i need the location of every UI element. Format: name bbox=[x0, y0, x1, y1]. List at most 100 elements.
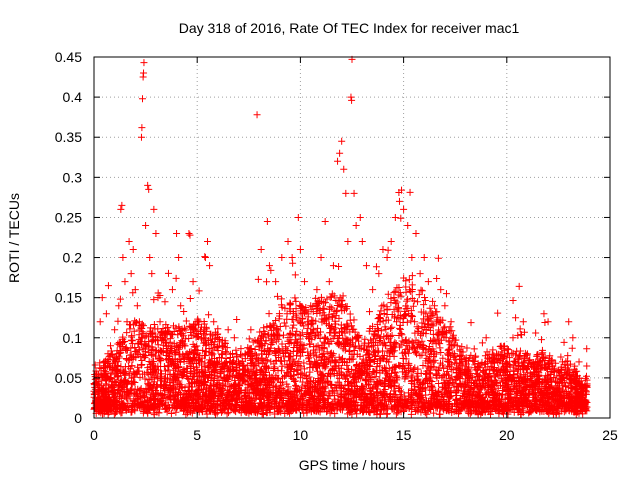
scatter-point bbox=[405, 359, 413, 367]
scatter-point bbox=[293, 313, 301, 321]
scatter-point bbox=[348, 365, 356, 373]
scatter-point bbox=[558, 379, 566, 387]
scatter-point bbox=[326, 303, 334, 311]
scatter-point bbox=[305, 335, 313, 343]
scatter-point bbox=[278, 362, 286, 370]
scatter-point bbox=[444, 350, 452, 358]
scatter-point bbox=[211, 405, 219, 413]
scatter-point bbox=[277, 381, 285, 389]
scatter-point bbox=[171, 349, 179, 357]
scatter-point bbox=[273, 325, 281, 333]
scatter-point bbox=[174, 331, 182, 339]
scatter-point bbox=[245, 406, 253, 414]
scatter-point bbox=[525, 408, 533, 416]
scatter-point bbox=[313, 329, 321, 337]
scatter-point bbox=[513, 347, 521, 355]
scatter-point bbox=[205, 363, 213, 371]
scatter-point bbox=[117, 363, 125, 371]
scatter-point bbox=[478, 339, 486, 347]
scatter-point bbox=[97, 370, 105, 378]
scatter-point bbox=[317, 293, 325, 301]
scatter-point bbox=[440, 364, 448, 372]
scatter-point bbox=[332, 308, 340, 316]
scatter-point bbox=[290, 358, 298, 366]
scatter-point bbox=[299, 378, 307, 386]
scatter-point bbox=[263, 356, 271, 364]
scatter-point bbox=[282, 389, 290, 397]
scatter-point bbox=[372, 388, 380, 396]
scatter-point bbox=[433, 370, 441, 378]
scatter-point bbox=[269, 330, 277, 338]
scatter-point bbox=[192, 379, 200, 387]
scatter-point bbox=[404, 295, 412, 303]
scatter-point bbox=[211, 344, 219, 352]
scatter-point bbox=[544, 375, 552, 383]
scatter-point bbox=[543, 364, 551, 372]
scatter-point bbox=[330, 332, 338, 340]
scatter-point bbox=[434, 399, 442, 407]
scatter-point bbox=[532, 329, 540, 337]
scatter-point bbox=[187, 365, 195, 373]
scatter-point bbox=[290, 372, 298, 380]
scatter-point bbox=[387, 299, 395, 307]
scatter-point bbox=[321, 388, 329, 396]
scatter-point bbox=[267, 266, 275, 274]
scatter-point bbox=[119, 368, 127, 376]
scatter-point bbox=[362, 346, 370, 354]
scatter-point bbox=[335, 374, 343, 382]
scatter-point bbox=[250, 362, 258, 370]
scatter-point bbox=[506, 354, 514, 362]
scatter-point bbox=[178, 372, 186, 380]
scatter-point bbox=[170, 327, 178, 335]
scatter-point bbox=[217, 367, 225, 375]
scatter-point bbox=[371, 393, 379, 401]
scatter-point bbox=[306, 368, 314, 376]
scatter-point bbox=[145, 376, 153, 384]
scatter-point bbox=[346, 408, 354, 416]
scatter-point bbox=[449, 402, 457, 410]
scatter-point bbox=[442, 389, 450, 397]
scatter-point bbox=[273, 292, 281, 300]
scatter-point bbox=[331, 317, 339, 325]
scatter-point bbox=[312, 360, 320, 368]
scatter-point bbox=[325, 321, 333, 329]
scatter-point bbox=[421, 406, 429, 414]
scatter-point bbox=[138, 356, 146, 364]
scatter-point bbox=[201, 338, 209, 346]
scatter-point bbox=[292, 305, 300, 313]
scatter-point bbox=[274, 366, 282, 374]
scatter-point bbox=[557, 353, 565, 361]
scatter-point bbox=[231, 373, 239, 381]
scatter-point bbox=[548, 378, 556, 386]
scatter-point bbox=[421, 297, 429, 305]
scatter-point bbox=[250, 370, 258, 378]
scatter-point bbox=[503, 382, 511, 390]
scatter-point bbox=[131, 385, 139, 393]
scatter-point bbox=[270, 363, 278, 371]
scatter-point bbox=[324, 377, 332, 385]
scatter-point bbox=[410, 366, 418, 374]
scatter-point bbox=[478, 383, 486, 391]
scatter-point bbox=[434, 338, 442, 346]
scatter-point bbox=[269, 338, 277, 346]
scatter-point bbox=[416, 384, 424, 392]
scatter-point bbox=[448, 378, 456, 386]
scatter-point bbox=[529, 390, 537, 398]
scatter-point bbox=[304, 379, 312, 387]
scatter-point bbox=[373, 411, 381, 419]
scatter-point bbox=[496, 371, 504, 379]
scatter-point bbox=[415, 324, 423, 332]
scatter-point bbox=[228, 391, 236, 399]
scatter-point bbox=[473, 397, 481, 405]
scatter-point bbox=[127, 344, 135, 352]
scatter-point bbox=[315, 378, 323, 386]
scatter-point bbox=[208, 403, 216, 411]
scatter-point bbox=[574, 390, 582, 398]
scatter-point bbox=[312, 305, 320, 313]
scatter-point bbox=[472, 370, 480, 378]
scatter-point bbox=[464, 393, 472, 401]
scatter-point bbox=[336, 368, 344, 376]
scatter-point bbox=[380, 301, 388, 309]
scatter-point bbox=[467, 351, 475, 359]
scatter-point bbox=[420, 301, 428, 309]
